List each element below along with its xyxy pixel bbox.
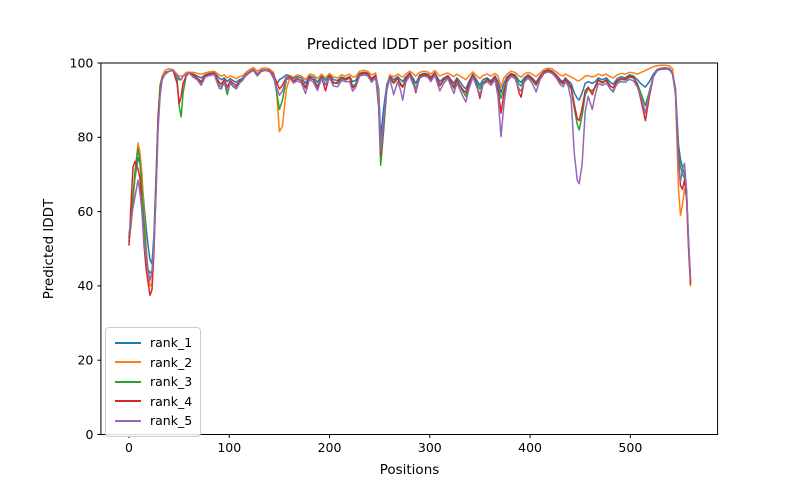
y-tick-label: 80 [77, 130, 93, 145]
legend-line-rank-3 [115, 380, 141, 383]
legend-label: rank_5 [150, 413, 193, 428]
legend-row: rank_2 [115, 353, 192, 373]
x-tick-label: 100 [217, 440, 241, 455]
x-tick-label: 500 [618, 440, 642, 455]
legend-label: rank_1 [150, 335, 193, 350]
legend-row: rank_1 [115, 333, 192, 353]
x-tick-label: 400 [518, 440, 542, 455]
legend-label: rank_3 [150, 374, 193, 389]
legend-line-rank-2 [115, 361, 141, 364]
series-line-rank_4 [128, 67, 692, 296]
legend-row: rank_5 [115, 411, 192, 431]
axes-frame [100, 62, 719, 435]
legend-line-rank-4 [115, 400, 141, 403]
legend-row: rank_4 [115, 392, 192, 412]
x-tick-label: 200 [318, 440, 342, 455]
y-tick-label: 40 [77, 278, 93, 293]
legend-line-rank-1 [115, 341, 141, 344]
series-line-rank_1 [128, 67, 692, 283]
legend-row: rank_3 [115, 372, 192, 392]
legend-line-rank-5 [115, 419, 141, 422]
x-axis-label: Positions [379, 462, 440, 478]
y-axis-label: Predicted lDDT [41, 198, 57, 300]
y-tick-label: 0 [85, 427, 93, 442]
x-tick-label: 0 [125, 440, 133, 455]
y-tick-label: 20 [77, 353, 93, 368]
y-tick-label: 100 [70, 55, 94, 70]
y-tick-label: 60 [77, 204, 93, 219]
legend-label: rank_2 [150, 354, 193, 370]
chart-title: Predicted lDDT per position [306, 35, 513, 53]
series-line-rank_3 [128, 68, 692, 282]
series-line-rank_5 [128, 68, 692, 282]
legend-label: rank_4 [150, 393, 193, 409]
x-tick-label: 300 [418, 440, 442, 455]
legend: rank_1 rank_2 rank_3 rank_4 rank_5 [105, 327, 202, 437]
series-line-rank_2 [128, 64, 692, 287]
